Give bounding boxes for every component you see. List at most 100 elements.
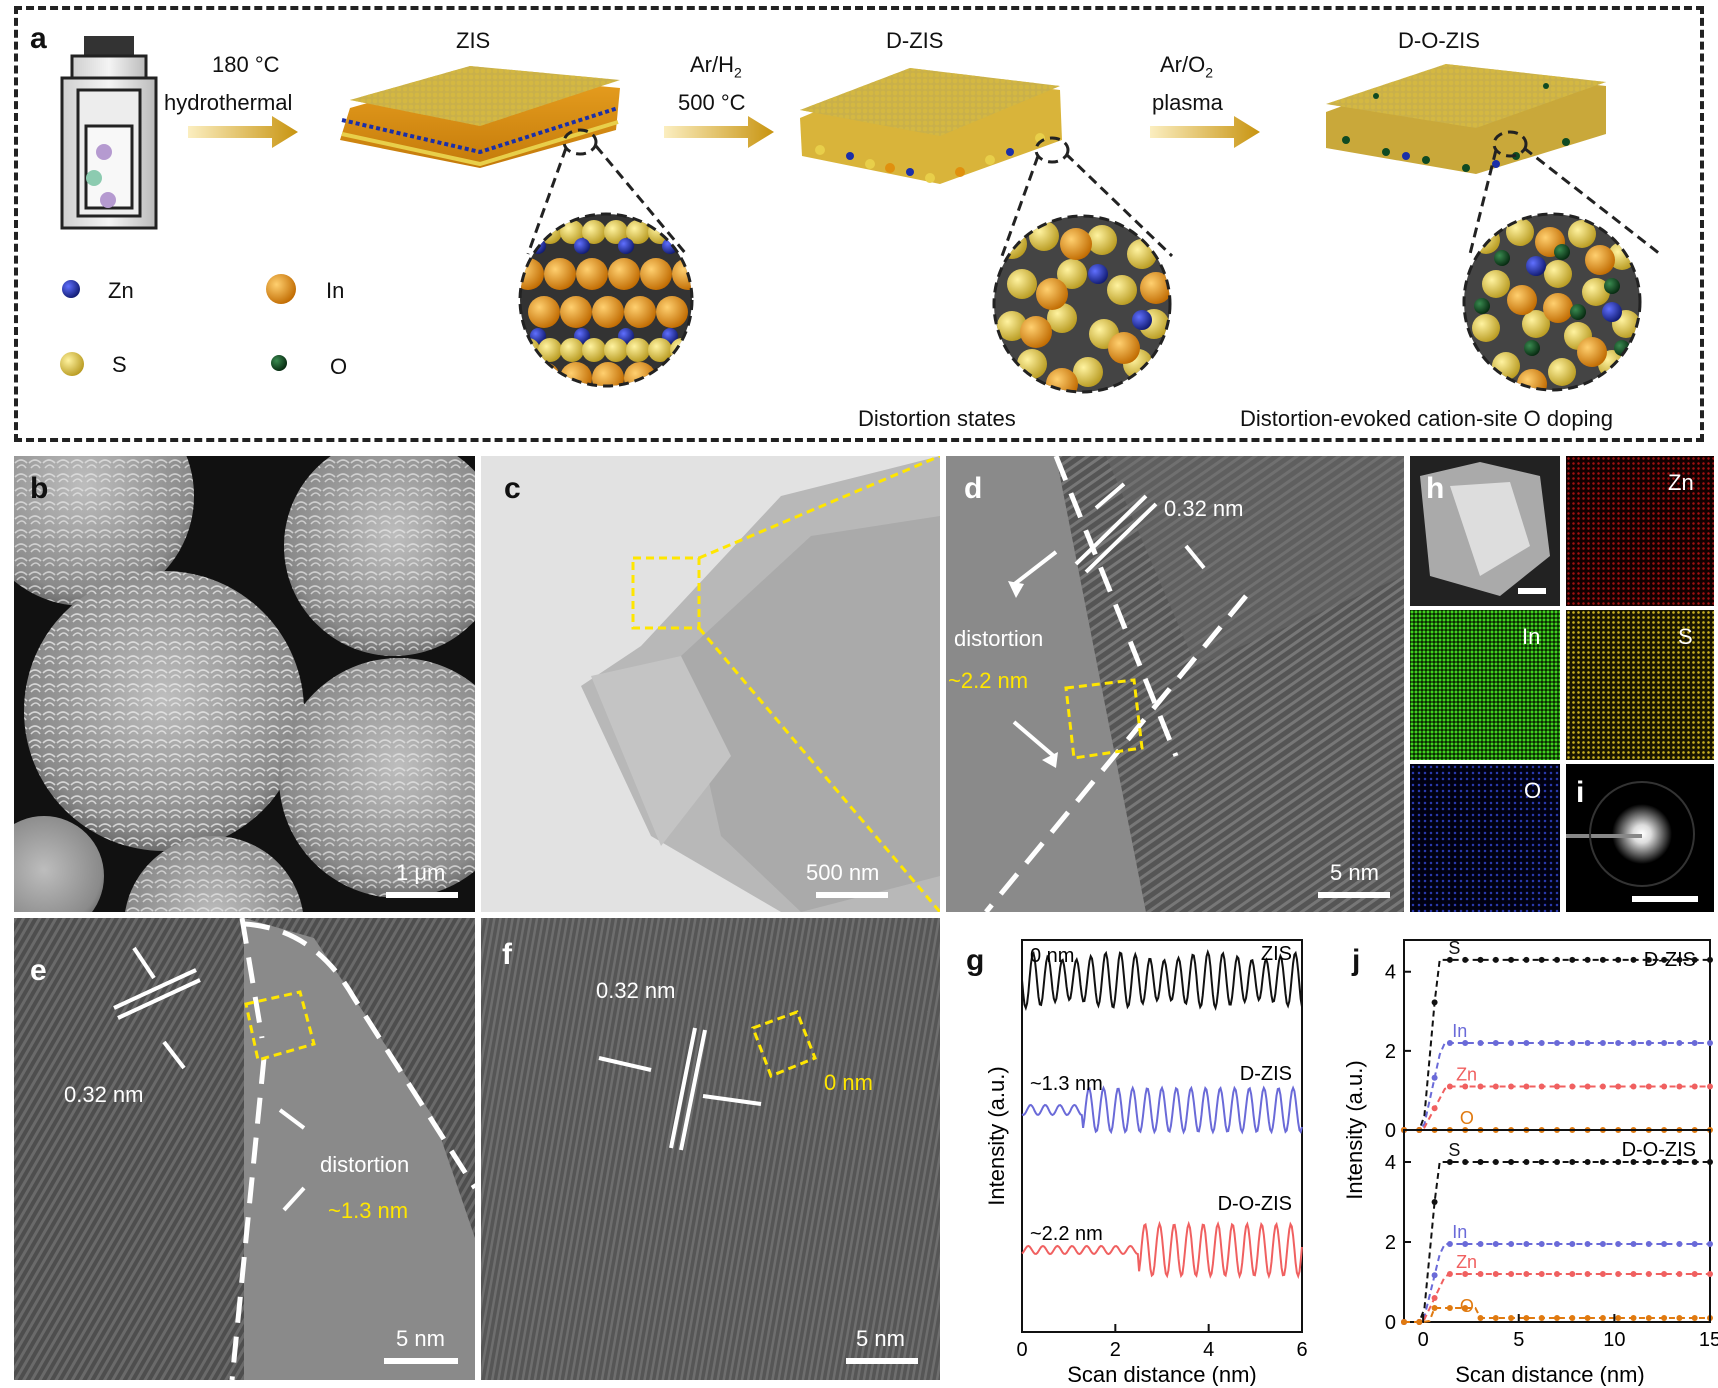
panel-j-D-ZIS-Zn-point [1630,1083,1637,1090]
panel-h-label: h [1426,472,1445,505]
panel-d-annotations [984,456,1248,912]
panel-j-D-ZIS-In-point [1477,1039,1484,1046]
panel-j-D-O-ZIS-Zn-point [1492,1271,1499,1277]
panel-g-series-2-name: D-O-ZIS [1218,1193,1292,1215]
legend-s-icon [60,352,84,376]
panel-g-series-0-thickness: 0 nm [1030,945,1074,967]
panel-j-ytick-label: 0 [1385,1120,1396,1142]
panel-j-D-O-ZIS-Zn-point [1554,1271,1560,1277]
stage-title-dozis: D-O-ZIS [1398,28,1480,53]
panel-j-D-ZIS-Zn-point [1523,1083,1530,1090]
panel-j-D-ZIS-S-point [1523,956,1530,963]
panel-j-D-ZIS-In-point [1431,1074,1438,1081]
panel-j-D-ZIS-S-point [1431,999,1438,1006]
panel-j-D-O-ZIS-S-point [1707,1159,1713,1165]
panel-j-D-O-ZIS-Zn-point [1446,1271,1453,1277]
legend-o-icon [271,355,287,371]
panel-j-D-O-ZIS-O-point [1676,1315,1683,1321]
panel-j-D-ZIS-Zn-point [1661,1083,1668,1090]
panel-j-xtick-label: 15 [1699,1329,1718,1351]
panel-j-D-O-ZIS-Zn-point [1707,1271,1713,1277]
eds-map-o-label: O [1524,778,1542,803]
panel-e-image [14,918,475,1380]
panel-d-note: distortion [954,626,1044,651]
panel-i-saed [1566,764,1714,912]
eds-map-s-label: S [1678,624,1693,649]
step3-gas: Ar/O2 [1160,52,1214,81]
arrow-3-icon [1150,116,1260,148]
legend-zn-label: Zn [108,278,134,303]
eds-map-o [1410,764,1560,912]
panel-j-D-O-ZIS-In-point [1676,1241,1683,1247]
panel-j-D-O-ZIS-Zn-point [1462,1271,1469,1277]
panel-j-D-ZIS-S-point [1508,956,1515,963]
panel-j-D-O-ZIS-In-point [1615,1241,1622,1247]
panel-j-D-O-ZIS-In-point [1431,1272,1438,1279]
panel-j-D-ZIS-Zn-point [1431,1105,1438,1112]
panel-j-D-ZIS-Zn-point [1492,1083,1499,1090]
panel-j-D-ZIS-S-point [1569,956,1576,963]
panel-d-scale-text: 5 nm [1330,860,1379,885]
zis-lattice-magnified [518,212,694,388]
panel-j-D-ZIS-Zn-point [1538,1083,1545,1090]
panel-j-D-ZIS-S-point [1691,956,1698,963]
panel-j-D-ZIS-In-point [1554,1039,1560,1046]
eds-map-zn-label: Zn [1668,470,1694,495]
panel-j-label: j [1352,944,1361,977]
panel-j-D-ZIS-In-point [1569,1039,1576,1046]
panel-j-D-O-ZIS-O-point [1523,1315,1530,1321]
panel-j-D-O-ZIS-Zn-point [1676,1271,1683,1277]
panel-j-D-O-ZIS-O-point [1508,1315,1515,1321]
panel-f-thickness: 0 nm [824,1070,873,1095]
panel-j-D-O-ZIS-O-point [1584,1315,1591,1321]
panel-j-D-O-ZIS-O-point [1462,1305,1469,1311]
panel-j-D-O-ZIS-Zn-point [1645,1271,1652,1277]
panel-j-D-O-ZIS-O-point [1401,1319,1407,1325]
panel-j-D-ZIS-Zn-point [1615,1083,1622,1090]
panel-j-D-O-ZIS-Zn-point [1630,1271,1637,1277]
panel-j-D-O-ZIS-O-point [1492,1315,1499,1321]
panel-j-D-ZIS-In-point [1615,1039,1622,1046]
panel-e-annotations [113,918,475,1380]
panel-j-D-ZIS-S-point [1630,956,1637,963]
panel-j-subplot-title: D-O-ZIS [1622,1139,1696,1161]
panel-j-D-O-ZIS-Zn-point [1508,1271,1515,1277]
caption-doping: Distortion-evoked cation-site O doping [1240,406,1613,431]
panel-j-D-O-ZIS-S-point [1554,1159,1560,1165]
panel-j-D-ZIS-Zn-point [1676,1083,1683,1090]
panel-j-D-O-ZIS-S-point [1446,1159,1453,1165]
zoom-lines-a [526,128,1661,258]
panel-h-scalebar [1518,588,1546,594]
panel-d-image [946,456,1404,912]
panel-j-D-ZIS-Zn-point [1446,1083,1453,1090]
panel-j-D-O-ZIS-S-label: S [1448,1140,1460,1160]
panel-d-thickness: ~2.2 nm [948,668,1029,693]
step3-method: plasma [1152,90,1223,115]
panel-e-spacing: 0.32 nm [64,1082,144,1107]
panel-j-D-O-ZIS-In-point [1584,1241,1591,1247]
panel-j-D-O-ZIS-O-label: O [1460,1296,1474,1316]
panel-j-D-O-ZIS-O-point [1554,1315,1560,1321]
panel-j-D-O-ZIS-Zn-point [1691,1271,1698,1277]
panel-b-scale-text: 1 μm [396,860,446,885]
panel-g-series-1-name: D-ZIS [1240,1063,1292,1085]
panel-j-D-ZIS-In-point [1645,1039,1652,1046]
panel-j-subplot-title: D-ZIS [1644,949,1696,971]
panel-j-D-O-ZIS-In-point [1707,1241,1713,1247]
panel-j-D-O-ZIS-In-point [1446,1241,1453,1247]
panel-j-D-O-ZIS-S-point [1599,1159,1606,1165]
panel-j-D-O-ZIS-In-point [1508,1241,1515,1247]
panel-b-image [14,456,475,912]
panel-j-D-O-ZIS-S-point [1584,1159,1591,1165]
step1-method: hydrothermal [164,90,293,115]
panel-e-thickness: ~1.3 nm [328,1198,409,1223]
panel-j-D-ZIS-Zn-point [1691,1083,1698,1090]
panel-g-label: g [966,944,985,977]
panel-j-D-ZIS-In-point [1676,1039,1683,1046]
panel-g-series-1-thickness: ~1.3 nm [1030,1073,1103,1095]
panel-j-D-ZIS-O-label: O [1460,1108,1474,1128]
panel-j-D-O-ZIS-O-point [1477,1315,1484,1321]
panel-j-D-ZIS-Zn-point [1707,1083,1713,1090]
panel-j-D-ZIS-S-point [1615,956,1622,963]
panel-j-D-ZIS-In-point [1691,1039,1698,1046]
